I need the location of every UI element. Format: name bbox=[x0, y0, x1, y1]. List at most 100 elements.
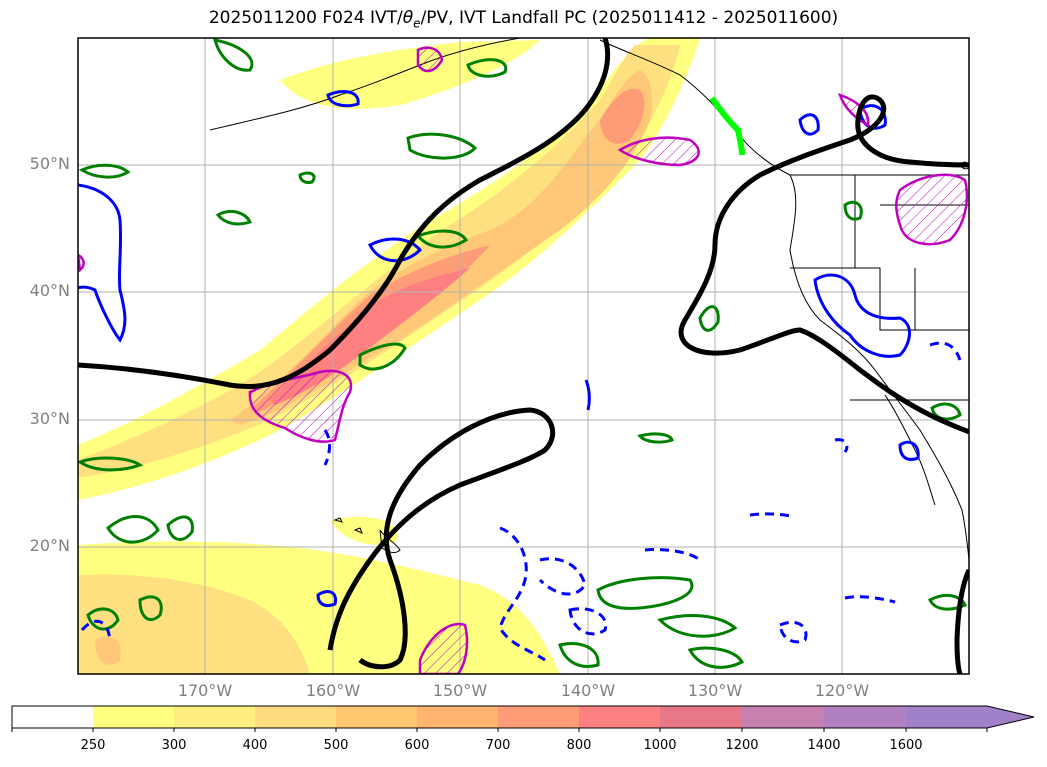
colorbar-tick-label: 400 bbox=[242, 738, 268, 753]
lon-label-120w: 120°W bbox=[814, 681, 870, 700]
ivt-pc-contours bbox=[78, 38, 969, 674]
colorbar bbox=[11, 705, 1035, 732]
pc-contour-southeast bbox=[954, 568, 969, 674]
theta-e-contour bbox=[166, 515, 194, 541]
theta-e-contour bbox=[637, 432, 674, 444]
theta-e-contour bbox=[78, 163, 131, 179]
colorbar-segment-800-1000 bbox=[579, 706, 660, 728]
theta-e-contour bbox=[138, 595, 163, 621]
colorbar-extend-arrow bbox=[906, 706, 1034, 728]
colorbar-tick-label: 1000 bbox=[643, 738, 677, 753]
lon-label-130w: 130°W bbox=[687, 681, 743, 700]
pv-contour-west-us bbox=[813, 273, 911, 358]
theta-e-contour bbox=[596, 576, 694, 610]
landfall-coast-segment bbox=[709, 96, 745, 156]
ivt-high-region bbox=[78, 253, 85, 273]
theta-e-contour bbox=[687, 646, 745, 669]
lat-label-50n: 50°N bbox=[29, 154, 70, 173]
colorbar-segment-400-500 bbox=[255, 706, 336, 728]
ivt-high-region bbox=[895, 173, 969, 246]
theta-e-contour bbox=[406, 132, 478, 160]
theta-e-contours bbox=[78, 38, 968, 669]
colorbar-tick-label: 1600 bbox=[889, 738, 923, 753]
colorbar-segment-250-300 bbox=[93, 706, 174, 728]
pv-negative-contour bbox=[844, 595, 896, 604]
pv-negative-contour bbox=[538, 557, 587, 596]
colorbar-tick-label: 800 bbox=[566, 738, 592, 753]
baja-coast bbox=[884, 394, 936, 506]
theta-e-contour bbox=[106, 514, 160, 544]
pv-contour bbox=[367, 237, 423, 263]
theta-e-contour bbox=[843, 200, 863, 221]
theta-e-contour bbox=[298, 171, 316, 184]
colorbar-tick-label: 700 bbox=[485, 738, 511, 753]
theta-e-contour bbox=[466, 58, 508, 78]
title-theta: θ bbox=[402, 8, 414, 28]
ivt-high-region bbox=[617, 136, 700, 167]
theta-e-contour bbox=[558, 642, 600, 668]
theta-e-contour bbox=[657, 614, 738, 638]
pv-contour bbox=[584, 379, 591, 411]
gridlines bbox=[78, 38, 969, 674]
pc-contour-south-loop bbox=[327, 407, 556, 670]
theta-e-contour bbox=[698, 305, 720, 332]
colorbar-outline bbox=[11, 705, 1035, 729]
north-america-coast bbox=[599, 39, 969, 561]
aleutian-coast bbox=[209, 38, 521, 131]
ivt-high-region bbox=[418, 622, 469, 674]
pc-contour-southern-california bbox=[739, 327, 969, 435]
ivt-high-region bbox=[838, 93, 870, 127]
lat-label-40n: 40°N bbox=[29, 281, 70, 300]
pv-contour bbox=[316, 590, 338, 608]
ivt-high-region bbox=[416, 46, 444, 73]
theta-e-contour bbox=[415, 229, 469, 249]
pc-contour-coast bbox=[678, 94, 969, 356]
pv-negative-contour bbox=[568, 607, 608, 636]
ivt-high-region bbox=[248, 369, 353, 443]
pv-contour bbox=[798, 113, 820, 136]
theta-e-contour bbox=[928, 593, 968, 611]
pv-negative-contour bbox=[778, 620, 808, 644]
hawaii-small-islands bbox=[333, 517, 363, 534]
colorbar-segment-1200-1400 bbox=[742, 706, 824, 728]
colorbar-segment-below-250 bbox=[12, 706, 93, 728]
colorbar-tick-label: 600 bbox=[404, 738, 430, 753]
colorbar-tick-label: 250 bbox=[80, 738, 106, 753]
colorbar-segment-700-800 bbox=[498, 706, 579, 728]
lon-label-140w: 140°W bbox=[560, 681, 616, 700]
pv-negative-contour bbox=[929, 341, 962, 361]
pc-contour-main bbox=[78, 38, 611, 390]
lat-label-20n: 20°N bbox=[29, 536, 70, 555]
colorbar-segment-1000-1200 bbox=[660, 706, 742, 728]
lon-label-150w: 150°W bbox=[432, 681, 488, 700]
pv-contour-west bbox=[78, 183, 127, 343]
theta-e-contour bbox=[215, 210, 253, 226]
ivt-high-contours bbox=[78, 46, 969, 674]
pv-contours bbox=[78, 90, 920, 608]
colorbar-tick-label: 1400 bbox=[807, 738, 841, 753]
title-suffix: /PV, IVT Landfall PC (2025011412 - 20250… bbox=[420, 8, 839, 28]
colorbar-segment-600-700 bbox=[417, 706, 498, 728]
pv-contour bbox=[898, 440, 920, 461]
theta-e-contour bbox=[78, 456, 144, 472]
colorbar-tick-label: 1200 bbox=[725, 738, 759, 753]
pv-negative-contours bbox=[80, 341, 962, 662]
pv-negative-contour bbox=[644, 548, 701, 562]
pv-contour bbox=[326, 90, 360, 108]
lon-label-160w: 160°W bbox=[305, 681, 361, 700]
theta-e-contour bbox=[86, 607, 120, 631]
state-borders-west bbox=[790, 267, 969, 331]
theta-e-contour bbox=[212, 38, 254, 72]
pv-negative-contour bbox=[80, 619, 112, 641]
colorbar-segment-500-600 bbox=[336, 706, 417, 728]
map-frame bbox=[77, 37, 970, 675]
map-title: 2025011200 F024 IVT/θe/PV, IVT Landfall … bbox=[0, 8, 1047, 30]
theta-e-contour bbox=[358, 342, 407, 371]
colorbar-segment-300-400 bbox=[174, 706, 255, 728]
colorbar-tick-marks bbox=[11, 728, 988, 732]
lon-label-170w: 170°W bbox=[177, 681, 233, 700]
lat-label-30n: 30°N bbox=[29, 409, 70, 428]
colorbar-tick-label: 300 bbox=[161, 738, 187, 753]
colorbar-segment-1400-1600 bbox=[824, 706, 906, 728]
